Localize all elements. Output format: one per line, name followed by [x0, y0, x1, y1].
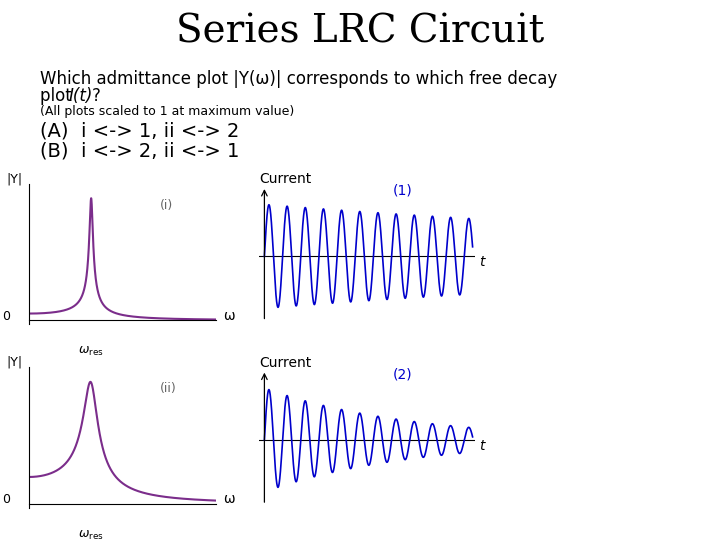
Text: Series LRC Circuit: Series LRC Circuit [176, 14, 544, 51]
Text: $\omega_\mathrm{res}$: $\omega_\mathrm{res}$ [78, 345, 104, 358]
Text: (ii): (ii) [160, 382, 176, 395]
Text: Current: Current [259, 356, 312, 370]
Text: (1): (1) [393, 184, 413, 198]
Text: t: t [480, 439, 485, 453]
Text: Which admittance plot |Y(ω)| corresponds to which free decay: Which admittance plot |Y(ω)| corresponds… [40, 70, 557, 88]
Text: |Y|: |Y| [6, 172, 22, 185]
Text: 0: 0 [2, 493, 10, 506]
Text: Current: Current [259, 172, 312, 186]
Text: (A)  i <-> 1, ii <-> 2: (A) i <-> 1, ii <-> 2 [40, 122, 239, 140]
Text: 0: 0 [2, 309, 10, 322]
Text: (B)  i <-> 2, ii <-> 1: (B) i <-> 2, ii <-> 1 [40, 141, 239, 160]
Text: ω: ω [223, 492, 235, 506]
Text: I(t): I(t) [68, 87, 93, 105]
Text: plot: plot [40, 87, 76, 105]
Text: |Y|: |Y| [6, 356, 22, 369]
Text: (i): (i) [160, 199, 173, 212]
Text: (2): (2) [393, 367, 413, 381]
Text: ?: ? [91, 87, 100, 105]
Text: $\omega_\mathrm{res}$: $\omega_\mathrm{res}$ [78, 529, 104, 540]
Text: (All plots scaled to 1 at maximum value): (All plots scaled to 1 at maximum value) [40, 105, 294, 118]
Text: t: t [480, 255, 485, 269]
Text: ω: ω [223, 308, 235, 322]
